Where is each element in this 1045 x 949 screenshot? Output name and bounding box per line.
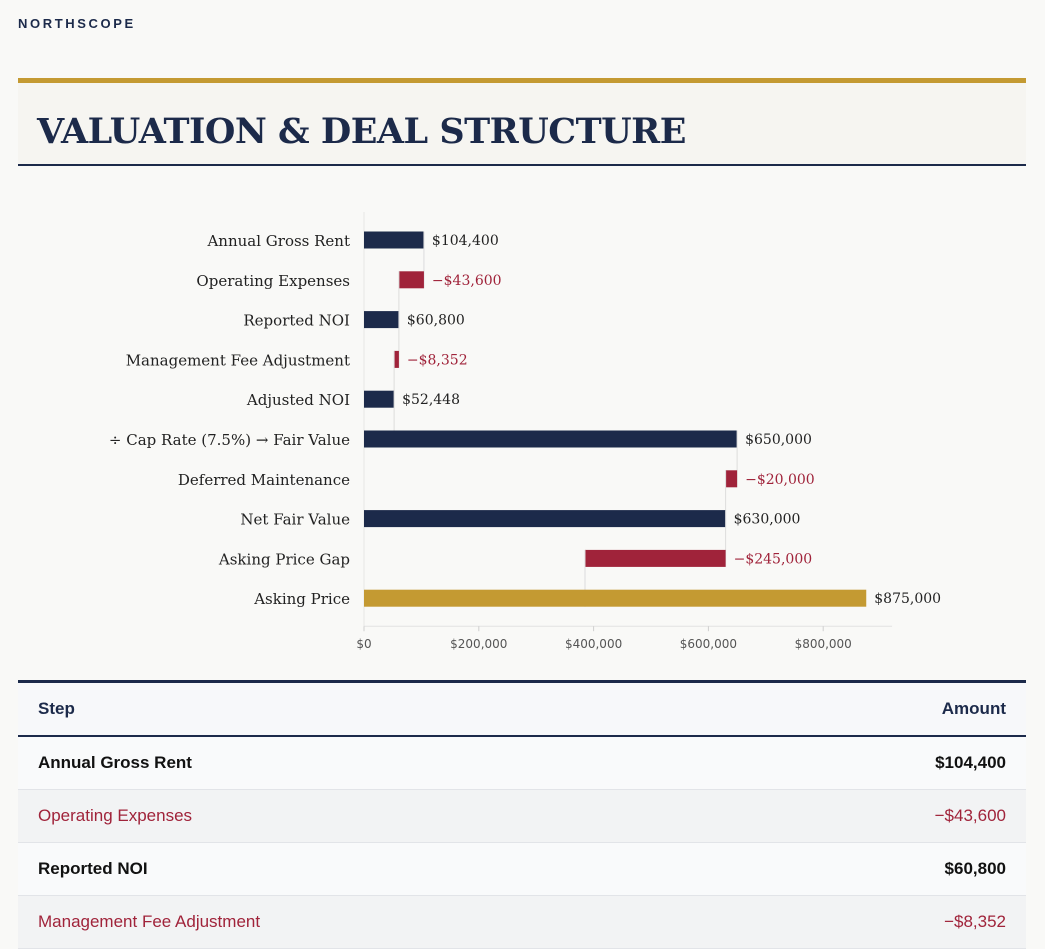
data-label: $650,000 [745, 432, 812, 448]
data-label: −$8,352 [407, 352, 468, 368]
data-label: $104,400 [432, 233, 499, 249]
data-label: −$245,000 [734, 551, 813, 567]
waterfall-bar [364, 311, 399, 329]
table-header-row: Step Amount [18, 681, 1026, 737]
x-tick-label: $600,000 [680, 637, 737, 651]
x-tick-label: $0 [356, 637, 371, 651]
row-amount: $60,800 [725, 842, 1026, 896]
category-label: Deferred Maintenance [178, 471, 350, 489]
category-label: Asking Price [253, 590, 350, 608]
category-label: Management Fee Adjustment [126, 351, 350, 369]
amount-column-header: Amount [725, 681, 1026, 737]
waterfall-bar [364, 390, 395, 408]
table-row: Operating Expenses −$43,600 [18, 789, 1026, 843]
waterfall-bar [364, 231, 424, 249]
data-label: $630,000 [734, 512, 801, 528]
row-amount: $104,400 [725, 736, 1026, 790]
title-band: VALUATION & DEAL STRUCTURE [18, 78, 1026, 166]
waterfall-bar [364, 430, 738, 448]
table-row: Management Fee Adjustment −$8,352 [18, 895, 1026, 949]
row-step-label: Reported NOI [18, 842, 726, 896]
data-label: $52,448 [402, 392, 460, 408]
brand-wordmark: NORTHSCOPE [18, 16, 136, 31]
waterfall-bar [398, 271, 424, 289]
category-label: Reported NOI [243, 312, 350, 330]
valuation-table: Step Amount Annual Gross Rent $104,400 O… [18, 680, 1026, 949]
waterfall-bar [725, 470, 738, 488]
waterfall-bar [364, 589, 867, 607]
category-label: ÷ Cap Rate (7.5%) → Fair Value [109, 431, 350, 449]
category-label: Net Fair Value [240, 511, 350, 529]
table-row: Annual Gross Rent $104,400 [18, 736, 1026, 790]
category-label: Adjusted NOI [246, 391, 350, 409]
waterfall-bar [364, 510, 726, 528]
page-title: VALUATION & DEAL STRUCTURE [37, 111, 686, 152]
data-label: −$43,600 [432, 273, 502, 289]
waterfall-bar [394, 350, 399, 368]
x-tick-label: $200,000 [450, 637, 507, 651]
row-step-label: Operating Expenses [18, 789, 726, 843]
x-tick-label: $800,000 [795, 637, 852, 651]
data-label: $875,000 [874, 591, 941, 607]
row-amount: −$8,352 [725, 895, 1026, 949]
category-label: Asking Price Gap [218, 550, 350, 568]
waterfall-bar [584, 549, 726, 567]
data-label: $60,800 [407, 313, 465, 329]
row-step-label: Annual Gross Rent [18, 736, 726, 790]
category-label: Annual Gross Rent [206, 232, 350, 250]
step-column-header: Step [18, 681, 726, 737]
table-row: Reported NOI $60,800 [18, 842, 1026, 896]
data-label: −$20,000 [745, 472, 815, 488]
row-amount: −$43,600 [725, 789, 1026, 843]
x-tick-label: $400,000 [565, 637, 622, 651]
category-label: Operating Expenses [196, 272, 350, 290]
waterfall-chart: $0 $200,000 $400,000 $600,000 $800,000 Annual… [109, 212, 941, 651]
row-step-label: Management Fee Adjustment [18, 895, 726, 949]
